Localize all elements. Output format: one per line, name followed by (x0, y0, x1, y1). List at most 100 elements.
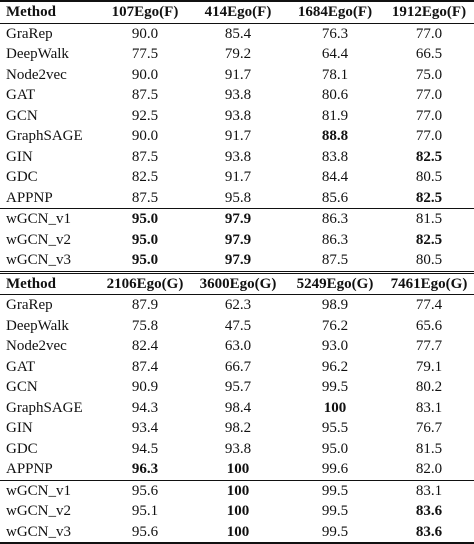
method-name: Node2vec (6, 66, 67, 83)
table-row: GAT 87.4 66.7 96.2 79.1 (0, 357, 474, 378)
table-row: wGCN_v2 95.1 100 99.5 83.6 (0, 501, 474, 522)
score-cell: 90.9 (131, 379, 159, 395)
table-row: DeepWalk 77.5 79.2 64.4 66.5 (0, 44, 474, 65)
score-cell: 92.5 (131, 107, 159, 124)
score-cell: 95.0 (131, 231, 159, 248)
score-cell: 64.4 (321, 46, 349, 62)
score-cell: 88.8 (321, 128, 349, 144)
score-cell: 87.4 (131, 358, 159, 375)
score-cell: 93.8 (224, 107, 252, 124)
score-cell: 94.3 (131, 399, 159, 416)
score-cell: 65.6 (415, 317, 443, 334)
score-cell: 95.6 (100, 479, 190, 501)
table2-header-col1: 2106Ego(G) (100, 270, 190, 295)
score-cell: 77.5 (131, 46, 159, 62)
table-row: wGCN_v1 95.0 97.9 86.3 81.5 (0, 208, 474, 230)
score-cell: 87.9 (100, 294, 190, 316)
score-cell: 87.5 (131, 87, 159, 103)
method-name: GDC (6, 440, 38, 457)
score-cell: 82.4 (131, 338, 159, 354)
method-name: GCN (6, 107, 38, 124)
table-row: GraRep 87.9 62.3 98.9 77.4 (0, 294, 474, 316)
score-cell: 100 (190, 521, 286, 544)
table1-header-col1: 107Ego(F) (100, 0, 190, 23)
score-cell: 83.1 (415, 399, 443, 416)
score-cell: 100 (226, 461, 250, 477)
score-cell: 100 (323, 399, 347, 416)
table-row: GraRep 90.0 85.4 76.3 77.0 (0, 22, 474, 44)
method-name: GraphSAGE (6, 128, 83, 144)
score-cell: 79.1 (415, 358, 443, 375)
method-name: APPNP (6, 189, 53, 206)
score-cell: 76.7 (415, 420, 443, 436)
score-cell: 66.5 (415, 46, 443, 62)
score-cell: 82.5 (415, 231, 443, 248)
table1-header-col4: 1912Ego(F) (384, 0, 474, 23)
score-cell: 87.5 (321, 252, 349, 268)
table-row: wGCN_v3 95.0 97.9 87.5 80.5 (0, 250, 474, 272)
table1-header-col3: 1684Ego(F) (286, 0, 384, 23)
table1-header-col2: 414Ego(F) (190, 0, 286, 23)
score-cell: 62.3 (190, 294, 286, 316)
score-cell: 97.9 (190, 208, 286, 230)
score-cell: 80.6 (321, 87, 349, 103)
score-cell: 100 (190, 479, 286, 501)
table2-header-col3: 5249Ego(G) (286, 270, 384, 295)
score-cell: 99.5 (321, 503, 349, 519)
score-cell: 91.7 (224, 128, 252, 144)
score-cell: 87.5 (131, 189, 159, 206)
score-cell: 95.6 (100, 521, 190, 544)
score-cell: 93.8 (224, 148, 252, 165)
method-name: wGCN_v3 (6, 252, 72, 268)
table-row: GDC 82.5 91.7 84.4 80.5 (0, 167, 474, 188)
score-cell: 47.5 (224, 317, 252, 334)
score-cell: 95.8 (224, 189, 252, 206)
score-cell: 84.4 (321, 169, 349, 185)
table2-header-col4: 7461Ego(G) (384, 270, 474, 295)
score-cell: 76.3 (286, 22, 384, 44)
score-cell: 87.5 (131, 148, 159, 165)
table1-header-row: Method 107Ego(F) 414Ego(F) 1684Ego(F) 1912Eg… (0, 0, 474, 23)
table-row: GraphSAGE 94.3 98.4 100 83.1 (0, 398, 474, 419)
score-cell: 82.5 (415, 189, 443, 206)
table-row: GIN 93.4 98.2 95.5 76.7 (0, 418, 474, 439)
table-row: GIN 87.5 93.8 83.8 82.5 (0, 147, 474, 168)
method-name: DeepWalk (6, 46, 69, 62)
table2-header-row: Method 2106Ego(G) 3600Ego(G) 5249Ego(G) 7461… (0, 270, 474, 295)
score-cell: 81.9 (321, 107, 349, 124)
score-cell: 95.0 (131, 252, 159, 268)
table-row: GraphSAGE 90.0 91.7 88.8 77.0 (0, 126, 474, 147)
score-cell: 83.1 (384, 479, 474, 501)
table-row: GDC 94.5 93.8 95.0 81.5 (0, 439, 474, 460)
score-cell: 86.3 (321, 231, 349, 248)
method-name: GAT (6, 87, 36, 103)
score-cell: 95.0 (321, 440, 349, 457)
method-name: GraphSAGE (6, 399, 83, 416)
score-cell: 77.0 (415, 87, 443, 103)
score-cell: 96.2 (321, 358, 349, 375)
table-row: GCN 90.9 95.7 99.5 80.2 (0, 377, 474, 398)
method-name: GAT (6, 358, 36, 375)
score-cell: 82.5 (415, 148, 443, 165)
score-cell: 85.6 (321, 189, 349, 206)
method-name: wGCN_v1 (0, 208, 100, 230)
score-cell: 99.5 (286, 521, 384, 544)
score-cell: 93.4 (131, 420, 159, 436)
method-name: APPNP (6, 461, 53, 477)
score-cell: 99.5 (321, 379, 349, 395)
score-cell: 93.0 (321, 338, 349, 354)
table-row: wGCN_v3 95.6 100 99.5 83.6 (0, 521, 474, 544)
score-cell: 91.7 (224, 66, 252, 83)
score-cell: 99.6 (321, 461, 349, 477)
score-cell: 95.1 (131, 503, 159, 519)
score-cell: 78.1 (321, 66, 349, 83)
score-cell: 93.8 (224, 440, 252, 457)
score-cell: 90.0 (131, 66, 159, 83)
score-cell: 81.5 (415, 440, 443, 457)
score-cell: 66.7 (224, 358, 252, 375)
score-cell: 77.7 (415, 338, 443, 354)
score-cell: 83.8 (321, 148, 349, 165)
score-cell: 82.5 (131, 169, 159, 185)
